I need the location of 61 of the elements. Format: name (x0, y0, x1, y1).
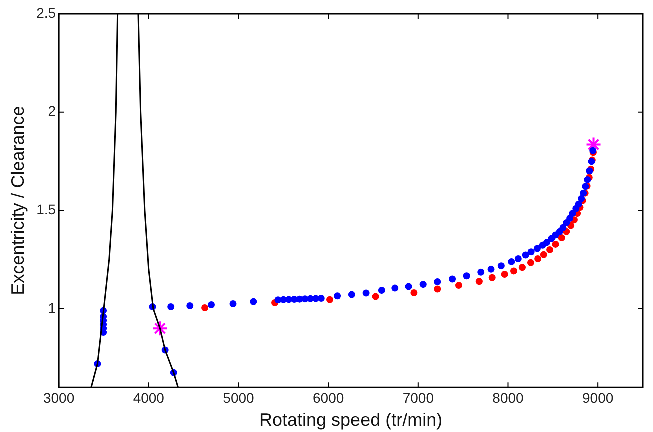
y-tick-label: 2 (48, 103, 56, 120)
point (566, 214, 574, 222)
point (186, 302, 194, 310)
x-tick-label: 8000 (492, 390, 524, 406)
point (372, 293, 380, 300)
point (510, 268, 518, 275)
point (348, 291, 356, 298)
x-tick-label: 7000 (402, 390, 434, 406)
x-tick-label: 4000 (133, 390, 165, 406)
x-axis-title: Rotating speed (tr/min) (259, 410, 443, 430)
point (456, 282, 463, 290)
point (528, 248, 535, 256)
point (569, 210, 576, 218)
point (152, 320, 168, 337)
point (546, 246, 554, 254)
x-tick-label: 6000 (312, 390, 344, 406)
point (501, 271, 508, 278)
point (527, 259, 534, 266)
point (534, 245, 541, 252)
x-tick-label: 3000 (43, 390, 75, 406)
point (230, 300, 237, 308)
point (508, 258, 516, 266)
point (476, 278, 483, 286)
point (378, 286, 386, 294)
x-tick-label: 5000 (223, 390, 255, 406)
point (563, 220, 570, 227)
y-tick-label: 1 (48, 300, 56, 316)
y-tick-label: 2.5 (36, 4, 56, 21)
point (392, 284, 399, 292)
x-tick-label: 9000 (582, 390, 614, 406)
point (540, 251, 548, 258)
point (575, 200, 582, 208)
point (208, 302, 216, 309)
point (534, 256, 542, 263)
point (560, 224, 567, 232)
point (250, 298, 258, 306)
point (518, 264, 526, 272)
point (434, 278, 442, 286)
point (405, 283, 412, 290)
point (334, 292, 342, 300)
point (488, 274, 496, 282)
point (514, 256, 522, 263)
point (522, 252, 530, 259)
point (552, 240, 560, 248)
y-tick-label: 1.5 (36, 201, 56, 218)
point (168, 303, 175, 310)
point (420, 281, 427, 288)
point (478, 268, 485, 276)
point (498, 262, 505, 270)
point (558, 234, 566, 242)
point (543, 239, 550, 246)
point (488, 266, 495, 273)
point (326, 296, 334, 304)
y-axis-title: Excentricity / Clearance (8, 106, 28, 296)
point (362, 290, 370, 297)
point (410, 290, 418, 297)
point (463, 272, 470, 280)
point (449, 276, 456, 283)
point (318, 295, 325, 302)
point (202, 304, 209, 312)
point (434, 286, 442, 293)
